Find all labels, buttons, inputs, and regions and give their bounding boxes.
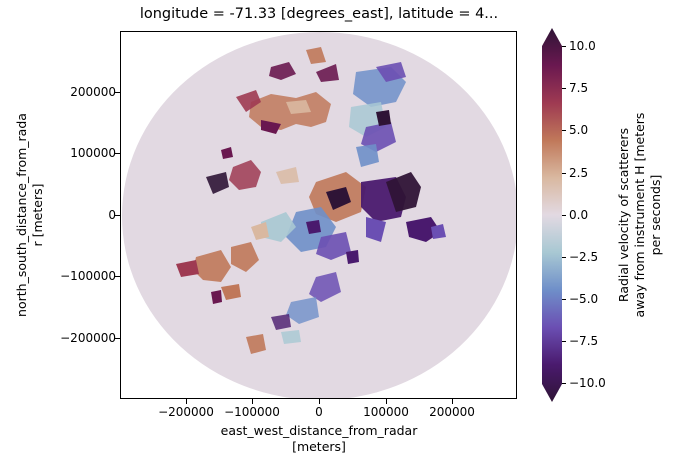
colorbar-tick	[562, 130, 566, 131]
colorbar-tick	[562, 341, 566, 342]
xtick-mark	[186, 399, 187, 404]
ytick-mark	[115, 276, 120, 277]
colorbar-tick-label: −10.0	[569, 376, 606, 390]
colorbar-label: Radial velocity of scatterers away from …	[616, 65, 664, 365]
y-axis-label-line: r [meters]	[30, 183, 45, 247]
echo-cluster-central	[261, 172, 446, 264]
xtick-label: 0	[315, 405, 323, 419]
x-axis-label-line: east_west_distance_from_radar	[220, 423, 418, 438]
colorbar-tick-label: 5.0	[569, 123, 589, 137]
colorbar-tick	[562, 299, 566, 300]
colorbar-tick-label: 10.0	[569, 39, 596, 53]
colorbar-tick	[562, 257, 566, 258]
colorbar-tick-label: 0.0	[569, 208, 589, 222]
xtick-label: 200000	[429, 405, 475, 419]
colorbar-tick	[562, 383, 566, 384]
ytick-label: 0	[108, 208, 116, 222]
colorbar-tick	[562, 88, 566, 89]
ytick-mark	[115, 153, 120, 154]
xtick-label: −200000	[158, 405, 214, 419]
ytick-mark	[115, 215, 120, 216]
xtick-label: 100000	[363, 405, 409, 419]
ytick-label: 200000	[70, 85, 116, 99]
xtick-mark	[452, 399, 453, 404]
ytick-mark	[115, 92, 120, 93]
x-axis-label-line: [meters]	[292, 439, 346, 454]
echo-cluster-northwest	[236, 47, 339, 134]
ytick-label: −100000	[60, 269, 116, 283]
plot-area	[120, 31, 517, 399]
colorbar-label-line: per seconds]	[648, 174, 663, 256]
colorbar-tick-label: −5.0	[569, 292, 599, 306]
echo-cluster-northeast	[349, 62, 406, 167]
colorbar-tick-label: −2.5	[569, 250, 599, 264]
echo-cluster-west	[206, 147, 299, 194]
colorbar-tick-label: 2.5	[569, 166, 589, 180]
colorbar-label-line: Radial velocity of scatterers	[616, 127, 631, 303]
xtick-label: −100000	[224, 405, 280, 419]
colorbar-tick	[562, 46, 566, 47]
echo-cluster-southwest	[176, 222, 269, 304]
chart-title: longitude = -71.33 [degrees_east], latit…	[139, 6, 499, 22]
y-axis-label: north_south_distance_from_rada r [meters…	[14, 50, 46, 380]
xtick-mark	[252, 399, 253, 404]
colorbar-tick-label: 7.5	[569, 81, 589, 95]
y-axis-label-line: north_south_distance_from_rada	[14, 113, 29, 317]
colorbar	[542, 28, 562, 402]
colorbar-tick	[562, 173, 566, 174]
ytick-label: −200000	[60, 331, 116, 345]
colorbar-label-line: away from instrument H [meters	[632, 112, 647, 318]
echo-cluster-south	[246, 272, 341, 354]
ytick-label: 100000	[70, 146, 116, 160]
radar-ppi-image	[122, 32, 516, 398]
colorbar-tick	[562, 215, 566, 216]
ytick-mark	[115, 338, 120, 339]
xtick-mark	[319, 399, 320, 404]
xtick-mark	[386, 399, 387, 404]
x-axis-label: east_west_distance_from_radar [meters]	[120, 423, 518, 455]
colorbar-tick-label: −7.5	[569, 334, 599, 348]
